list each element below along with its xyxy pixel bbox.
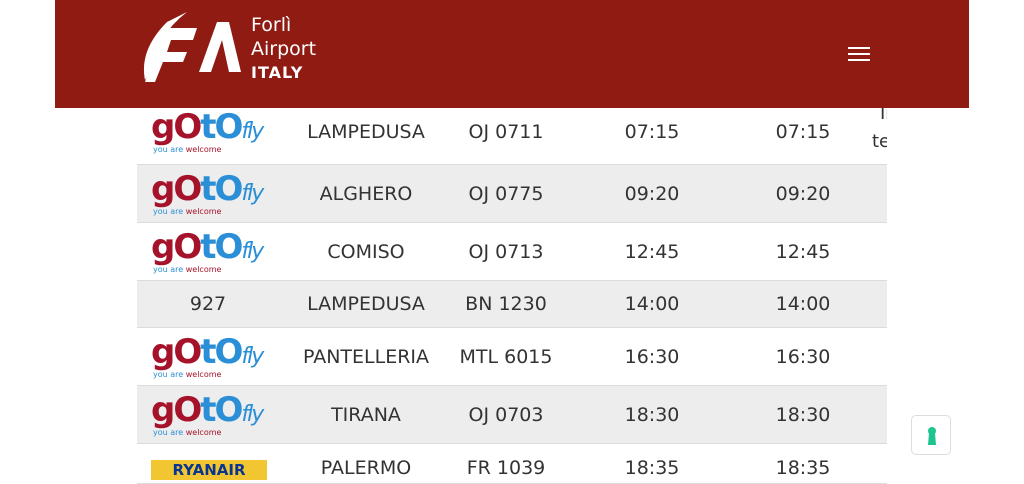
destination: ALGHERO [319,182,413,205]
expected-time: 14:00 [775,293,831,315]
gotofly-logo: gOtOfly you are welcome [151,107,264,154]
destination: LAMPEDUSA [307,293,425,315]
flight-number: OJ 0703 [468,403,544,426]
gotofly-logo: gOtOfly you are welcome [151,168,264,216]
table-row: RYANAIR PALERMO FR 1039 18:35 18:35 [137,444,887,484]
table-row: gOtOfly you are welcome COMISO OJ 0713 12:45… [137,223,887,281]
gotofly-logo: gOtOfly you are welcome [151,331,264,379]
hamburger-menu-button[interactable] [848,47,870,63]
table-row: gOtOfly you are welcome PANTELLERIA MTL 601… [137,328,887,386]
fa-logo-icon [143,12,241,82]
flight-status: Inte [872,103,887,152]
destination: LAMPEDUSA [307,121,425,143]
expected-time: 07:15 [775,121,831,143]
flight-number: BN 1230 [465,293,547,315]
brand-line2: Airport [251,38,317,60]
brand-line1: Forlì [251,14,292,36]
gotofly-logo: gOtOfly you are welcome [151,389,264,437]
flights-table: gOtOfly you are welcome LAMPEDUSA OJ 0711 07… [137,100,887,484]
destination: COMISO [327,240,405,263]
scheduled-time: 12:45 [624,240,680,263]
destination: TIRANA [331,403,401,426]
expected-time: 18:35 [775,457,831,479]
flight-number: FR 1039 [466,457,546,479]
table-row: gOtOfly you are welcome ALGHERO OJ 0775 09:2… [137,165,887,223]
brand-logo[interactable]: Forlì Airport ITALY [137,10,316,88]
destination: PANTELLERIA [302,345,430,368]
scheduled-time: 16:30 [624,345,680,368]
flight-number: OJ 0711 [468,121,544,143]
accessibility-icon [928,427,936,445]
scheduled-time: 14:00 [624,293,680,315]
scheduled-time: 07:15 [624,121,680,143]
flight-number: MTL 6015 [459,345,553,368]
brand-line3: ITALY [251,63,304,82]
scheduled-time: 09:20 [624,182,680,205]
expected-time: 09:20 [775,182,831,205]
scheduled-time: 18:30 [624,403,680,426]
expected-time: 16:30 [775,345,831,368]
table-row: gOtOfly you are welcome LAMPEDUSA OJ 0711 07… [137,100,887,165]
scheduled-time: 18:35 [624,457,680,479]
destination: PALERMO [320,457,412,479]
gotofly-logo: gOtOfly you are welcome [151,226,264,274]
table-row: gOtOfly you are welcome TIRANA OJ 0703 18:30… [137,386,887,444]
expected-time: 18:30 [775,403,831,426]
accessibility-button[interactable] [911,415,951,455]
site-header: Forlì Airport ITALY [55,0,969,108]
expected-time: 12:45 [775,240,831,263]
table-row: 927 LAMPEDUSA BN 1230 14:00 14:00 [137,281,887,328]
airline-code: 927 [189,293,227,315]
flight-number: OJ 0775 [468,182,544,205]
flight-number: OJ 0713 [468,240,544,263]
ryanair-logo: RYANAIR [151,460,267,480]
